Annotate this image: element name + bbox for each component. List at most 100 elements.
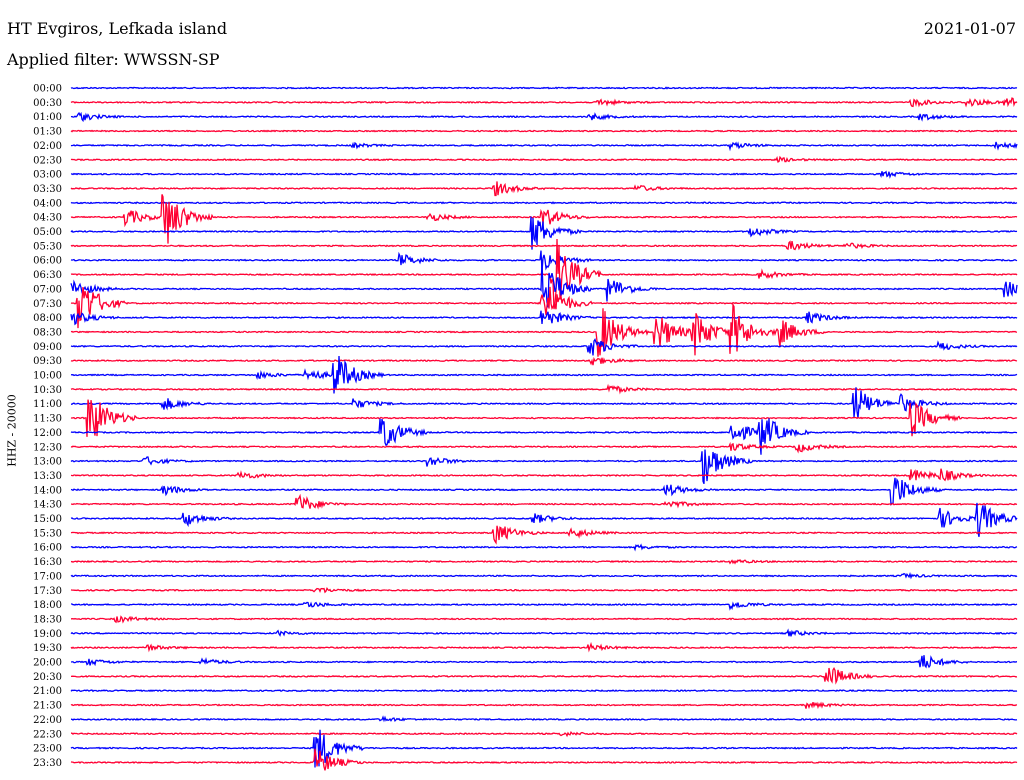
- time-tick-0430: 04:30: [33, 213, 62, 224]
- trace-row-0230: [70, 155, 1018, 163]
- time-tick-1930: 19:30: [33, 643, 62, 654]
- trace-row-1000: [70, 355, 1018, 394]
- time-tick-0000: 00:00: [33, 84, 62, 95]
- time-tick-2000: 20:00: [33, 658, 62, 669]
- time-tick-1530: 15:30: [33, 528, 62, 539]
- time-tick-1800: 18:00: [33, 600, 62, 611]
- time-tick-0700: 07:00: [33, 284, 62, 295]
- trace-row-0630: [70, 238, 1018, 310]
- trace-row-0930: [70, 356, 1018, 366]
- trace-lines: [70, 86, 1018, 771]
- trace-row-1100: [71, 387, 1018, 419]
- time-tick-1130: 11:30: [33, 414, 62, 425]
- trace-row-0000: [70, 86, 1018, 90]
- time-tick-0800: 08:00: [33, 313, 62, 324]
- trace-row-2030: [70, 666, 1018, 685]
- time-tick-1230: 12:30: [33, 442, 62, 453]
- trace-row-0900: [70, 338, 1018, 356]
- trace-row-0830: [70, 302, 1017, 357]
- trace-row-1030: [70, 383, 1018, 395]
- time-tick-1630: 16:30: [33, 557, 62, 568]
- time-tick-1900: 19:00: [33, 629, 62, 640]
- time-tick-0400: 04:00: [33, 198, 62, 209]
- trace-row-0100: [70, 111, 1018, 123]
- time-tick-1700: 17:00: [33, 571, 62, 582]
- trace-row-0330: [70, 181, 1018, 197]
- time-tick-1830: 18:30: [33, 614, 62, 625]
- trace-row-1200: [70, 418, 1018, 455]
- trace-row-1800: [71, 601, 1018, 611]
- time-tick-1500: 15:00: [33, 514, 62, 525]
- time-tick-2130: 21:30: [33, 701, 62, 712]
- time-tick-1430: 14:30: [33, 500, 62, 511]
- trace-row-1630: [70, 559, 1018, 565]
- time-tick-0530: 05:30: [33, 241, 62, 252]
- date-label: 2021-01-07: [923, 19, 1016, 38]
- time-tick-0030: 00:30: [33, 98, 62, 109]
- time-tick-0330: 03:30: [33, 184, 62, 195]
- trace-row-1530: [70, 525, 1018, 545]
- trace-row-0730: [70, 286, 1018, 329]
- trace-row-1600: [70, 543, 1018, 552]
- time-tick-1300: 13:00: [33, 457, 62, 468]
- time-tick-1100: 11:00: [33, 399, 62, 410]
- time-tick-0500: 05:00: [33, 227, 62, 238]
- time-tick-labels: 00:00 00:30 01:00 01:30 02:00 02:30 03:00 03:30…: [33, 84, 62, 769]
- time-tick-0230: 02:30: [33, 155, 62, 166]
- time-tick-0100: 01:00: [33, 112, 62, 123]
- trace-row-0500: [70, 216, 1018, 250]
- time-tick-0630: 06:30: [33, 270, 62, 281]
- time-tick-1200: 12:00: [33, 428, 62, 439]
- time-tick-0900: 09:00: [33, 342, 62, 353]
- time-tick-2200: 22:00: [33, 715, 62, 726]
- time-tick-1400: 14:00: [33, 485, 62, 496]
- trace-row-0530: [70, 240, 1018, 251]
- time-tick-0730: 07:30: [33, 299, 62, 310]
- trace-row-0030: [70, 97, 1018, 108]
- trace-row-1230: [70, 441, 1017, 454]
- trace-row-1500: [70, 502, 1018, 537]
- trace-row-0800: [70, 310, 1018, 326]
- trace-row-1130: [70, 399, 1018, 437]
- trace-row-1300: [70, 449, 1018, 485]
- station-title: HT Evgiros, Lefkada island: [7, 19, 228, 38]
- trace-row-0600: [70, 250, 1018, 272]
- trace-row-1700: [70, 572, 1018, 580]
- time-tick-2300: 23:00: [33, 744, 62, 755]
- time-tick-0930: 09:30: [33, 356, 62, 367]
- trace-row-2100: [70, 689, 1018, 693]
- trace-row-0300: [70, 170, 1018, 179]
- time-tick-1030: 10:30: [33, 385, 62, 396]
- trace-row-2230: [71, 730, 1018, 738]
- time-tick-0200: 02:00: [33, 141, 62, 152]
- trace-row-0130: [70, 129, 1017, 133]
- filter-label: Applied filter: WWSSN-SP: [7, 50, 220, 69]
- trace-row-2000: [70, 655, 1017, 669]
- trace-row-1930: [70, 641, 1018, 653]
- trace-row-0700: [70, 259, 1018, 308]
- trace-row-1730: [70, 587, 1018, 594]
- trace-row-1830: [71, 615, 1018, 624]
- trace-row-0200: [70, 141, 1018, 152]
- trace-row-2130: [70, 701, 1018, 710]
- time-tick-2230: 22:30: [33, 729, 62, 740]
- trace-row-0430: [70, 194, 1018, 244]
- time-tick-1330: 13:30: [33, 471, 62, 482]
- trace-row-1400: [70, 477, 1018, 506]
- trace-row-2300: [70, 729, 1018, 768]
- time-tick-2030: 20:30: [33, 672, 62, 683]
- time-tick-1730: 17:30: [33, 586, 62, 597]
- trace-row-0400: [70, 201, 1018, 205]
- time-tick-0300: 03:00: [33, 170, 62, 181]
- time-tick-0130: 01:30: [33, 127, 62, 138]
- trace-row-2330: [70, 748, 1018, 771]
- trace-row-1430: [71, 493, 1018, 510]
- time-tick-0600: 06:00: [33, 256, 62, 267]
- time-tick-2330: 23:30: [33, 758, 62, 769]
- time-tick-1000: 10:00: [33, 371, 62, 382]
- time-tick-2100: 21:00: [33, 686, 62, 697]
- trace-row-1900: [70, 628, 1018, 637]
- time-tick-0830: 08:30: [33, 327, 62, 338]
- trace-row-2200: [70, 715, 1018, 723]
